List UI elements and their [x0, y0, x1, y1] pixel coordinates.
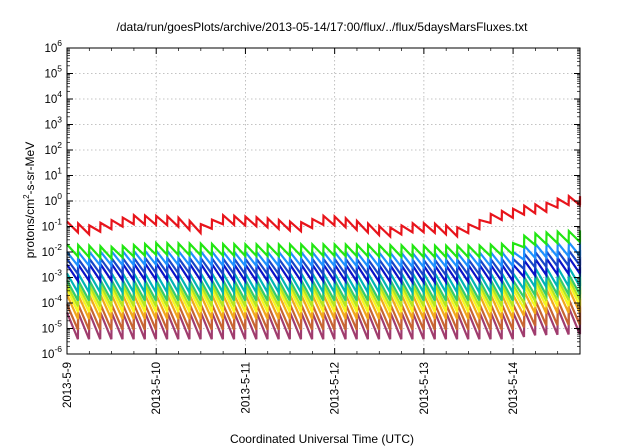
y-tick-exp: 2	[57, 140, 62, 150]
y-tick-base: 10	[42, 273, 55, 285]
y-tick-label: 10-1	[42, 217, 63, 234]
y-tick-exp: -5	[54, 319, 62, 329]
x-tick-label: 2013-5-11	[240, 362, 252, 414]
y-tick-base: 10	[42, 247, 55, 259]
x-axis-ticks: 2013-5-9 2013-5-10 2013-5-11 2013-5-12 2013-…	[62, 48, 581, 414]
series-layer	[65, 193, 582, 340]
y-axis-label-part2: -s-sr-MeV	[23, 142, 37, 195]
y-tick-base: 10	[42, 324, 55, 336]
y-tick-exp: -4	[54, 293, 62, 303]
y-tick-base: 10	[42, 349, 55, 361]
y-tick-label: 10-2	[42, 242, 63, 259]
x-tick-label: 2013-5-12	[330, 362, 342, 414]
y-tick-base: 10	[44, 120, 57, 132]
y-tick-label: 103	[44, 115, 62, 132]
y-axis-label: protons/cm2-s-sr-MeV	[22, 142, 37, 258]
y-tick-base: 10	[44, 43, 57, 55]
y-tick-exp: -3	[54, 268, 62, 278]
y-tick-exp: 4	[57, 89, 62, 99]
x-tick-label: 2013-5-13	[419, 362, 431, 414]
y-axis-label-sup: 2	[22, 194, 31, 199]
y-tick-label: 10-3	[42, 268, 63, 285]
y-tick-label: 104	[44, 89, 62, 106]
y-tick-exp: 0	[57, 191, 62, 201]
y-tick-exp: 6	[57, 38, 62, 48]
y-axis-ticks: 10-610-510-410-310-210-11001011021031041…	[42, 38, 580, 361]
x-axis-label: Coordinated Universal Time (UTC)	[230, 432, 414, 446]
y-tick-exp: -6	[54, 344, 62, 354]
y-tick-base: 10	[44, 196, 57, 208]
y-tick-exp: -2	[54, 242, 62, 252]
y-tick-label: 101	[44, 166, 62, 183]
y-tick-exp: -1	[54, 217, 62, 227]
series-line	[66, 228, 582, 262]
x-tick-label: 2013-5-14	[508, 361, 520, 414]
y-tick-base: 10	[42, 222, 55, 234]
y-tick-label: 10-5	[42, 319, 63, 336]
y-tick-base: 10	[44, 145, 57, 157]
y-tick-exp: 1	[57, 166, 62, 176]
y-tick-base: 10	[42, 298, 55, 310]
y-tick-exp: 5	[57, 64, 62, 74]
y-tick-exp: 3	[57, 115, 62, 125]
y-tick-label: 105	[44, 64, 62, 81]
y-tick-base: 10	[44, 69, 57, 81]
x-tick-label: 2013-5-10	[151, 362, 163, 414]
x-tick-label: 2013-5-9	[62, 362, 74, 408]
y-tick-base: 10	[44, 171, 57, 183]
chart-title: /data/run/goesPlots/archive/2013-05-14/1…	[117, 20, 529, 34]
y-tick-label: 100	[44, 191, 62, 208]
y-tick-label: 10-4	[42, 293, 63, 310]
y-tick-label: 106	[44, 38, 62, 55]
y-tick-label: 10-6	[42, 344, 63, 361]
series-line	[66, 193, 582, 240]
y-axis-label-part1: protons/cm	[23, 199, 37, 258]
series-line	[66, 239, 582, 271]
y-tick-base: 10	[44, 94, 57, 106]
y-tick-label: 102	[44, 140, 62, 157]
